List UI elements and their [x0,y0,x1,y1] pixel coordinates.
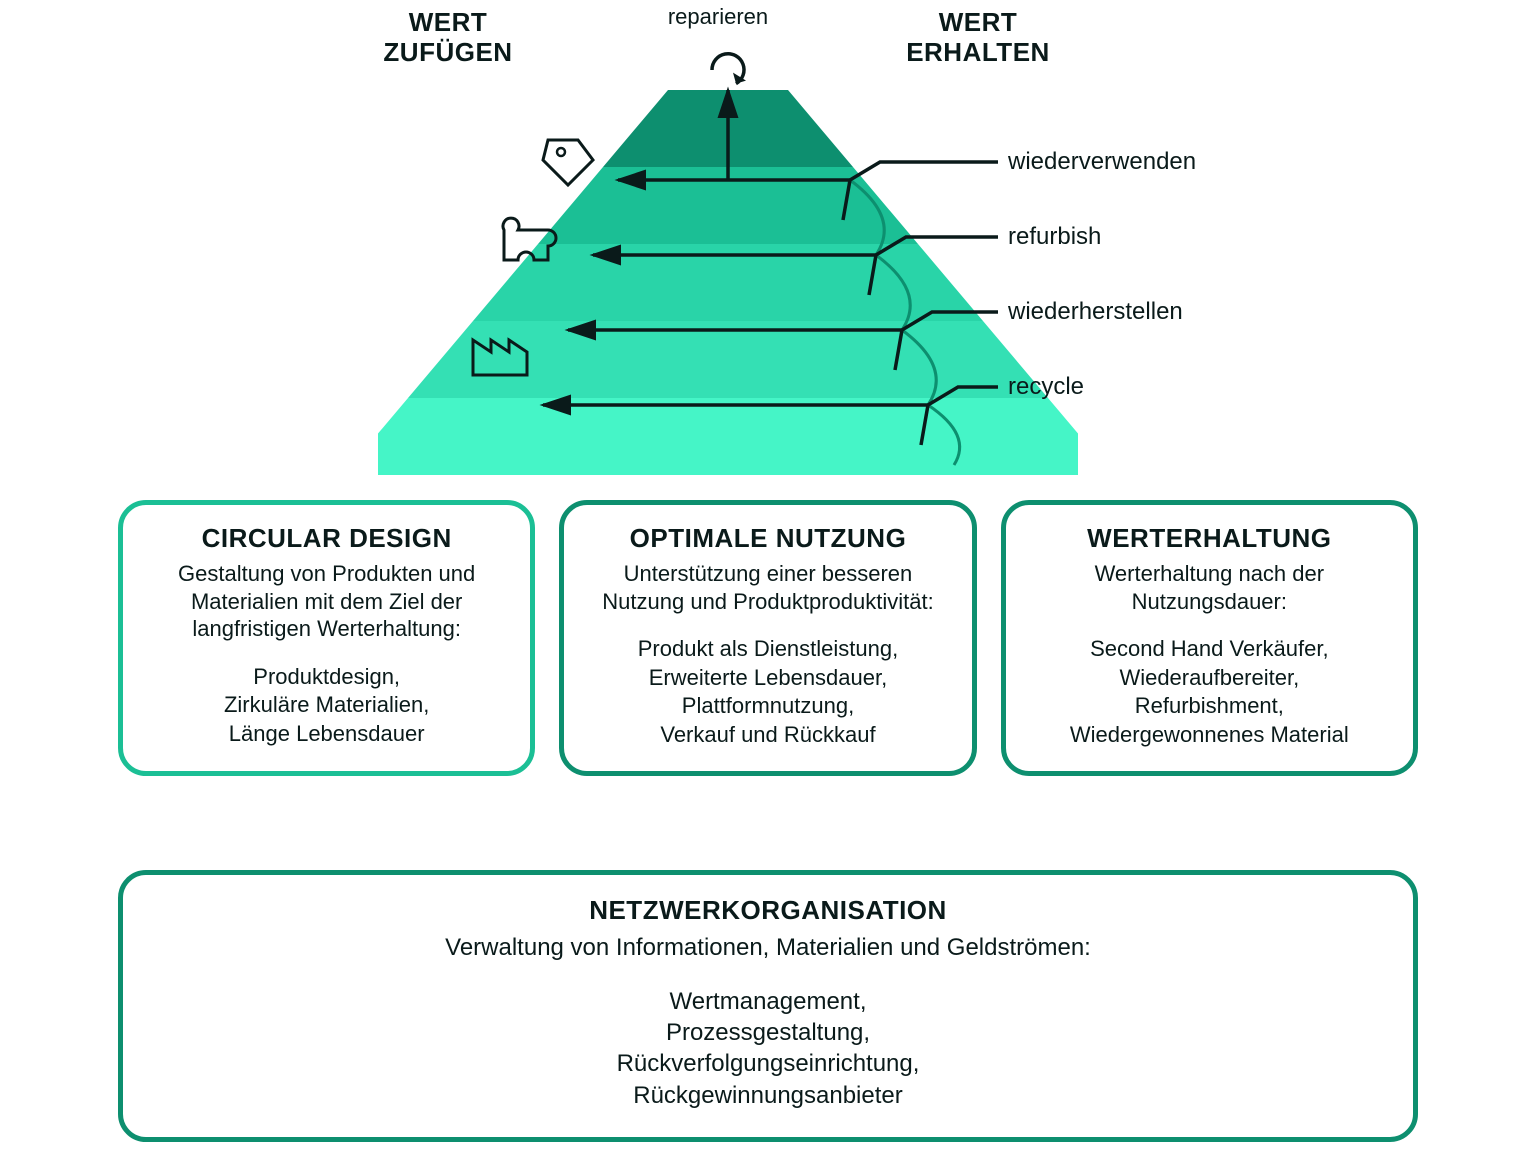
card-optimale-nutzung: OPTIMALE NUTZUNG Unterstützung einer bes… [559,500,976,776]
card-title: CIRCULAR DESIGN [145,523,508,554]
cards-row: CIRCULAR DESIGN Gestaltung von Produkten… [118,500,1418,776]
card-items: Produkt als Dienstleistung,Erweiterte Le… [586,635,949,749]
card-title: OPTIMALE NUTZUNG [586,523,949,554]
card-items: Wertmanagement,Prozessgestaltung,Rückver… [163,986,1373,1111]
card-title: NETZWERKORGANISATION [163,895,1373,926]
tag-icon [543,140,593,185]
loop-label-wiederherstellen: wiederherstellen [1008,298,1183,326]
card-lead: Unterstützung einer besseren Nutzung und… [586,560,949,615]
card-lead: Verwaltung von Informationen, Materialie… [163,934,1373,962]
card-werterhaltung: WERTERHALTUNG Werterhaltung nach der Nut… [1001,500,1418,776]
card-lead: Werterhaltung nach der Nutzungsdauer: [1028,560,1391,615]
label-reparieren: reparieren [638,4,798,30]
loop-label-wiederverwenden: wiederverwenden [1008,148,1196,176]
card-items: Second Hand Verkäufer,Wiederaufbereiter,… [1028,635,1391,749]
card-circular-design: CIRCULAR DESIGN Gestaltung von Produkten… [118,500,535,776]
card-items: Produktdesign,Zirkuläre Materialien,Läng… [145,663,508,749]
loop-label-recycle: recycle [1008,373,1084,401]
card-netzwerkorganisation: NETZWERKORGANISATION Verwaltung von Info… [118,870,1418,1142]
loop-label-refurbish: refurbish [1008,223,1101,251]
card-title: WERTERHALTUNG [1028,523,1391,554]
card-lead: Gestaltung von Produkten und Materialien… [145,560,508,643]
pyramid-diagram [378,30,1078,490]
